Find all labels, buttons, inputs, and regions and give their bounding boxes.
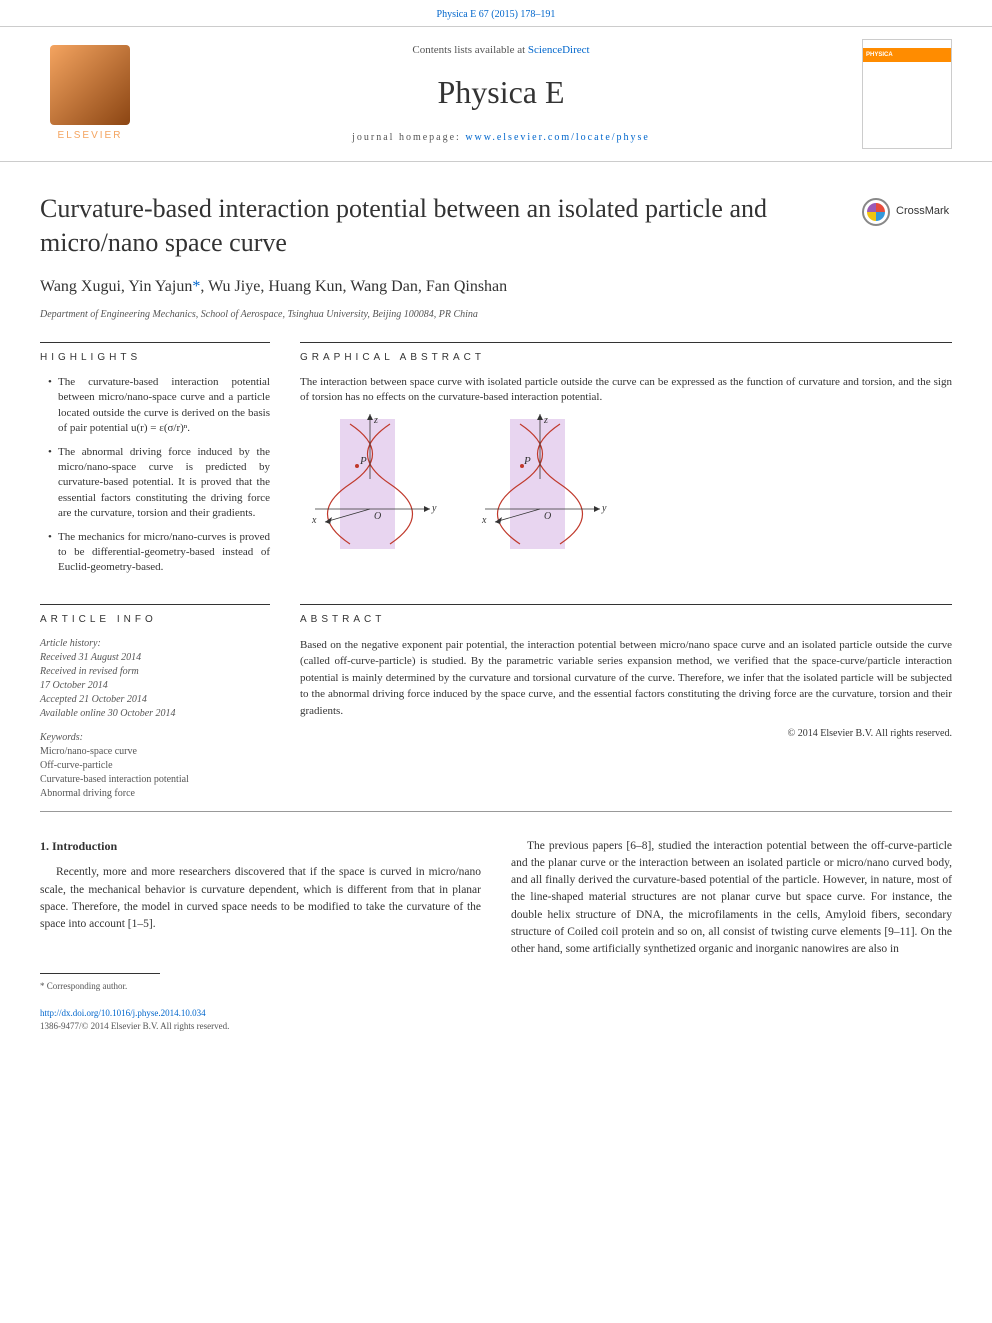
- contents-prefix: Contents lists available at: [412, 44, 527, 56]
- sciencedirect-link[interactable]: ScienceDirect: [528, 44, 590, 56]
- axis-x-label: x: [312, 514, 316, 528]
- article-header: Curvature-based interaction potential be…: [0, 162, 992, 332]
- crossmark-icon: [862, 198, 890, 226]
- history-item: Received 31 August 2014: [40, 651, 270, 665]
- origin-label: O: [544, 510, 551, 524]
- history-item: Available online 30 October 2014: [40, 707, 270, 721]
- axis-x-label: x: [482, 514, 486, 528]
- keyword: Abnormal driving force: [40, 787, 270, 801]
- author-corresponding[interactable]: Yin Yajun: [128, 278, 192, 295]
- citation-link[interactable]: Physica E 67 (2015) 178–191: [437, 9, 556, 20]
- masthead: ELSEVIER Contents lists available at Sci…: [0, 26, 992, 162]
- keyword: Micro/nano-space curve: [40, 745, 270, 759]
- history-label: Article history:: [40, 637, 270, 651]
- footnote-separator: [40, 973, 160, 974]
- abstract-label: ABSTRACT: [300, 604, 952, 627]
- helix-panel-left: z y x O P: [300, 414, 450, 554]
- doi-block: http://dx.doi.org/10.1016/j.physe.2014.1…: [0, 1003, 992, 1052]
- doi-link[interactable]: http://dx.doi.org/10.1016/j.physe.2014.1…: [40, 1008, 206, 1018]
- helix-curve-icon: [300, 414, 450, 554]
- highlights-label: HIGHLIGHTS: [40, 342, 270, 365]
- keywords-label: Keywords:: [40, 731, 270, 745]
- footnote-text: Corresponding author.: [47, 981, 128, 991]
- crossmark-badge[interactable]: CrossMark: [862, 192, 952, 232]
- elsevier-logo[interactable]: ELSEVIER: [40, 39, 140, 149]
- para-text: The previous papers [6–8], studied the i…: [511, 840, 952, 956]
- intro-heading: 1. Introduction: [40, 838, 481, 855]
- keywords-block: Keywords: Micro/nano-space curve Off-cur…: [40, 731, 270, 801]
- article-history: Article history: Received 31 August 2014…: [40, 637, 270, 721]
- author-list: Wang Xugui, Yin Yajun*, Wu Jiye, Huang K…: [40, 276, 842, 298]
- helix-panel-right: z y x O P: [470, 414, 620, 554]
- axis-y-label: y: [432, 502, 436, 516]
- body-paragraph: The previous papers [6–8], studied the i…: [511, 838, 952, 959]
- graphical-abstract-label: GRAPHICAL ABSTRACT: [300, 342, 952, 365]
- article-info-label: ARTICLE INFO: [40, 604, 270, 627]
- highlight-item: The mechanics for micro/nano-curves is p…: [48, 530, 270, 576]
- elsevier-tree-icon: [50, 45, 130, 125]
- graphical-abstract-text: The interaction between space curve with…: [300, 375, 952, 406]
- issn-copyright: 1386-9477/© 2014 Elsevier B.V. All right…: [40, 1021, 229, 1031]
- point-dot-icon: [520, 464, 524, 468]
- keyword: Curvature-based interaction potential: [40, 773, 270, 787]
- homepage-prefix: journal homepage:: [352, 132, 465, 143]
- point-dot-icon: [355, 464, 359, 468]
- highlights-list: The curvature-based interaction potentia…: [40, 375, 270, 576]
- abstract-text: Based on the negative exponent pair pote…: [300, 637, 952, 720]
- homepage-link[interactable]: www.elsevier.com/locate/physe: [465, 132, 650, 143]
- body-left-column: 1. Introduction Recently, more and more …: [40, 838, 481, 993]
- highlight-item: The abnormal driving force induced by th…: [48, 445, 270, 522]
- para-text: Recently, more and more researchers disc…: [40, 866, 481, 930]
- helix-curve-icon: [470, 414, 620, 554]
- masthead-center: Contents lists available at ScienceDirec…: [160, 43, 842, 145]
- point-p-label: P: [360, 454, 367, 469]
- corresponding-footnote: * Corresponding author.: [40, 980, 481, 993]
- body-paragraph: Recently, more and more researchers disc…: [40, 864, 481, 933]
- section-divider: [40, 811, 952, 812]
- info-abstract-row: ARTICLE INFO Article history: Received 3…: [0, 594, 992, 811]
- author[interactable]: Wang Dan: [350, 278, 418, 295]
- origin-label: O: [374, 510, 381, 524]
- author[interactable]: Wang Xugui: [40, 278, 121, 295]
- point-p-label: P: [524, 454, 531, 469]
- affiliation: Department of Engineering Mechanics, Sch…: [40, 308, 842, 322]
- highlight-item: The curvature-based interaction potentia…: [48, 375, 270, 437]
- body-right-column: The previous papers [6–8], studied the i…: [511, 838, 952, 993]
- graphical-abstract-figure: z y x O P z y: [300, 414, 640, 554]
- history-item: 17 October 2014: [40, 679, 270, 693]
- copyright-line: © 2014 Elsevier B.V. All rights reserved…: [300, 727, 952, 741]
- cover-label: PHYSICA: [866, 51, 893, 59]
- axis-z-label: z: [544, 414, 548, 428]
- author[interactable]: Huang Kun: [268, 278, 342, 295]
- crossmark-label: CrossMark: [896, 204, 949, 219]
- author[interactable]: Fan Qinshan: [426, 278, 507, 295]
- elsevier-text: ELSEVIER: [58, 129, 123, 143]
- contents-line: Contents lists available at ScienceDirec…: [160, 43, 842, 58]
- article-title: Curvature-based interaction potential be…: [40, 192, 842, 260]
- footnote-marker: *: [40, 981, 45, 991]
- author[interactable]: Wu Jiye: [208, 278, 260, 295]
- history-item: Accepted 21 October 2014: [40, 693, 270, 707]
- citation-header: Physica E 67 (2015) 178–191: [0, 0, 992, 26]
- corresponding-marker[interactable]: *: [192, 278, 200, 295]
- cover-band: PHYSICA: [863, 48, 951, 62]
- keyword: Off-curve-particle: [40, 759, 270, 773]
- journal-cover-thumbnail[interactable]: PHYSICA: [862, 39, 952, 149]
- highlights-graphical-row: HIGHLIGHTS The curvature-based interacti…: [0, 332, 992, 594]
- journal-name: Physica E: [160, 70, 842, 115]
- axis-y-label: y: [602, 502, 606, 516]
- history-item: Received in revised form: [40, 665, 270, 679]
- homepage-line: journal homepage: www.elsevier.com/locat…: [160, 131, 842, 145]
- axis-z-label: z: [374, 414, 378, 428]
- body-two-column: 1. Introduction Recently, more and more …: [0, 818, 992, 1003]
